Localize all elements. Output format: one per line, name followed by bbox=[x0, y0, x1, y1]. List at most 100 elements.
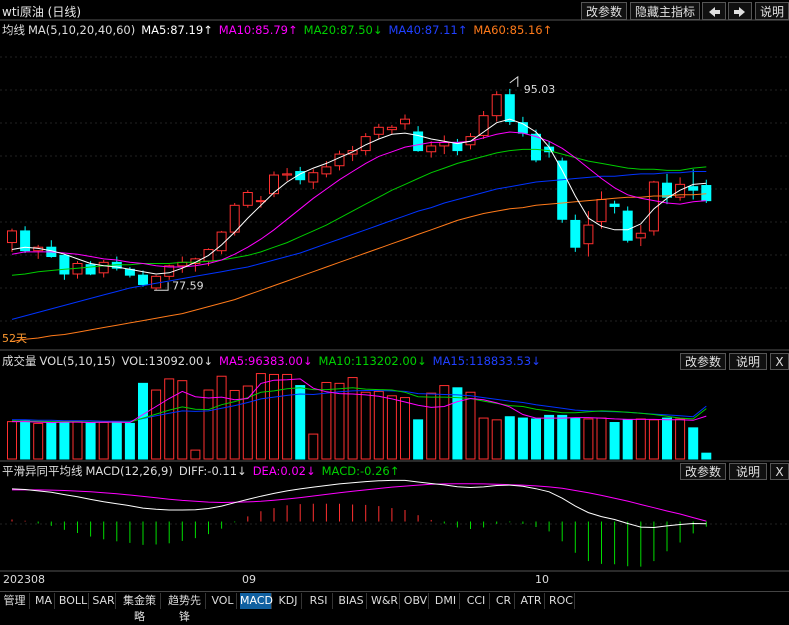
candle-up bbox=[242, 192, 253, 206]
tab-kdj[interactable]: KDJ bbox=[275, 593, 302, 609]
volume-bar-up bbox=[151, 389, 162, 460]
tab-wr[interactable]: W&R bbox=[370, 593, 400, 609]
volume-bar-up bbox=[400, 397, 410, 460]
tab-sar[interactable]: SAR bbox=[92, 593, 116, 609]
macd-close-button[interactable]: X bbox=[770, 463, 789, 480]
tab-[interactable]: 集金策略 bbox=[119, 593, 161, 623]
volume-bar-down bbox=[413, 419, 424, 460]
volume-ma10-line bbox=[11, 387, 707, 423]
tab-[interactable]: 管理 bbox=[0, 593, 30, 609]
macd-value: MACD:-0.26↑ bbox=[321, 464, 400, 478]
volume-bar-down bbox=[609, 422, 620, 460]
candle-down bbox=[59, 254, 70, 275]
tab-macd[interactable]: MACD bbox=[240, 593, 273, 609]
tab-obv[interactable]: OBV bbox=[403, 593, 429, 609]
ma5-line bbox=[11, 118, 707, 275]
candle-up bbox=[635, 232, 646, 239]
volume-bar-up bbox=[308, 433, 319, 460]
indicator-tabs: 管理 MA BOLL SAR 集金策略 趋势先锋 VOL MACD KDJ RSI BIAS W&R O… bbox=[0, 591, 789, 623]
candle-down bbox=[701, 185, 712, 202]
change-params-button[interactable]: 改参数 bbox=[581, 2, 627, 20]
tab-vol[interactable]: VOL bbox=[209, 593, 237, 609]
prev-button[interactable] bbox=[702, 2, 726, 20]
volume-bar-up bbox=[98, 422, 109, 460]
volume-bar-down bbox=[85, 422, 96, 460]
macd-dea-line bbox=[12, 483, 707, 522]
volume-bar-up bbox=[596, 417, 607, 460]
candle-down bbox=[20, 230, 31, 252]
help-button[interactable]: 说明 bbox=[755, 2, 789, 20]
volume-bar-down bbox=[138, 382, 148, 460]
tab-roc[interactable]: ROC bbox=[548, 593, 575, 609]
next-button[interactable] bbox=[728, 2, 752, 20]
tab-[interactable]: 趋势先锋 bbox=[164, 593, 206, 623]
candle-down bbox=[557, 160, 568, 220]
candle-up bbox=[269, 174, 279, 195]
volume-help-button[interactable]: 说明 bbox=[729, 353, 767, 370]
candle-down bbox=[688, 186, 699, 191]
hide-main-indicator-button[interactable]: 隐藏主指标 bbox=[630, 2, 700, 20]
ma20-value: MA20:87.50↓ bbox=[303, 23, 383, 37]
vol-value: VOL:13092.00↓ bbox=[121, 354, 214, 368]
candle-down bbox=[662, 182, 672, 198]
candle-down bbox=[622, 210, 633, 241]
volume-bar-up bbox=[648, 419, 659, 460]
volume-bar-up bbox=[203, 389, 214, 460]
candle-up bbox=[596, 198, 607, 223]
volume-bar-down bbox=[111, 421, 122, 460]
tab-ma[interactable]: MA bbox=[33, 593, 55, 609]
volume-bar-up bbox=[360, 391, 371, 460]
candles bbox=[7, 88, 712, 291]
volume-bar-down bbox=[531, 418, 541, 460]
candle-up bbox=[282, 173, 293, 176]
volume-bar-up bbox=[491, 419, 502, 460]
arrow-right-icon bbox=[734, 7, 745, 17]
macd-help-button[interactable]: 说明 bbox=[729, 463, 767, 480]
volume-bar-down bbox=[622, 419, 633, 460]
candle-down bbox=[85, 264, 96, 275]
macd-params-button[interactable]: 改参数 bbox=[680, 463, 726, 480]
candle-down bbox=[138, 274, 148, 285]
ma40-value: MA40:87.11↑ bbox=[388, 23, 468, 37]
volume-bar-up bbox=[373, 390, 384, 460]
tab-atr[interactable]: ATR bbox=[518, 593, 545, 609]
volume-bar-down bbox=[452, 387, 463, 460]
volume-bar-up bbox=[242, 385, 253, 460]
chart-grid bbox=[0, 19, 789, 572]
ma5-value: MA5:87.19↑ bbox=[141, 23, 213, 37]
candle-up bbox=[255, 200, 266, 203]
tab-cr[interactable]: CR bbox=[493, 593, 515, 609]
candle-up bbox=[400, 118, 410, 125]
tab-cci[interactable]: CCI bbox=[463, 593, 490, 609]
candle-down bbox=[609, 203, 620, 207]
volume-bar-up bbox=[675, 418, 686, 460]
candle-up bbox=[190, 258, 201, 265]
volume-bar-up bbox=[229, 389, 240, 460]
volume-bar-down bbox=[124, 422, 135, 460]
volume-close-button[interactable]: X bbox=[770, 353, 789, 370]
volume-params-button[interactable]: 改参数 bbox=[680, 353, 726, 370]
macd-legend-params: MACD(12,26,9) bbox=[85, 464, 173, 478]
volume-bar-down bbox=[59, 422, 70, 460]
volume-bar-up bbox=[177, 380, 188, 460]
tab-bias[interactable]: BIAS bbox=[336, 593, 367, 609]
days-label: 52天 bbox=[2, 332, 27, 345]
ma60-line bbox=[11, 193, 707, 342]
candle-down bbox=[531, 133, 541, 161]
diff-value: DIFF:-0.11↓ bbox=[178, 464, 247, 478]
low-marker bbox=[154, 282, 169, 291]
volume-bar-up bbox=[72, 421, 83, 460]
candle-down bbox=[295, 171, 306, 181]
tab-boll[interactable]: BOLL bbox=[58, 593, 89, 609]
volume-bar-down bbox=[544, 414, 555, 460]
candle-down bbox=[413, 131, 424, 152]
volume-bar-down bbox=[662, 417, 672, 460]
tab-dmi[interactable]: DMI bbox=[432, 593, 460, 609]
tab-rsi[interactable]: RSI bbox=[305, 593, 333, 609]
candle-down bbox=[504, 94, 515, 122]
main-legend: 均线 MA(5,10,20,40,60) MA5:87.19↑ MA10:85.79↑… bbox=[2, 22, 558, 38]
volume-bar-up bbox=[255, 373, 266, 460]
main-legend-label: 均线 bbox=[2, 23, 25, 37]
candle-up bbox=[583, 224, 594, 245]
volume-bar-up bbox=[635, 418, 646, 460]
